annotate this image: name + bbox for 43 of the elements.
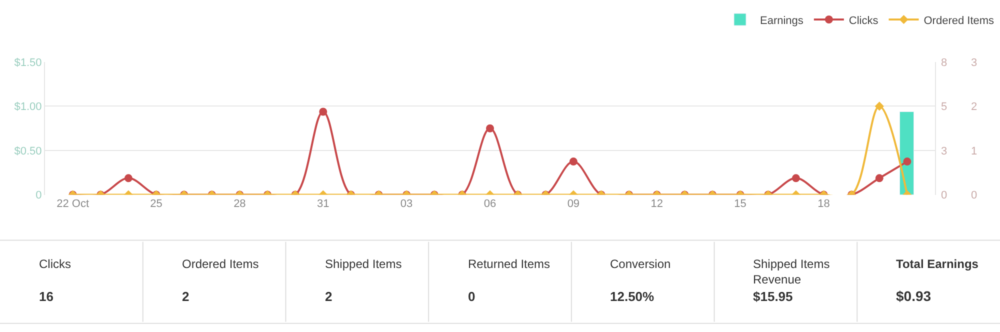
text: 12.50% — [610, 289, 655, 304]
text: Clicks — [39, 257, 71, 271]
point — [569, 158, 578, 166]
text: Shipped Items Revenue — [753, 257, 830, 287]
x-tick-label: 12 — [650, 198, 664, 210]
text: Returned Items — [468, 257, 550, 271]
x-tick-label: 09 — [567, 198, 580, 210]
text: $15.95 — [753, 289, 793, 304]
y3-tick-label: 1 — [971, 145, 978, 158]
text: Ordered Items — [182, 257, 259, 271]
text: Total Earnings — [896, 257, 979, 271]
x-tick-label: 25 — [150, 198, 162, 210]
y2-tick-label: 5 — [941, 101, 948, 114]
x-tick-label: 06 — [484, 198, 496, 210]
text: 16 — [39, 289, 54, 304]
x-tick-label: 18 — [818, 198, 830, 210]
text: 2 — [182, 289, 190, 304]
y2-tick-label: 8 — [941, 56, 948, 69]
legend-label: Clicks — [848, 14, 879, 27]
text: Shipped Items — [325, 257, 402, 271]
y-tick-label: 0 — [36, 190, 42, 202]
text: $0.93 — [896, 288, 932, 304]
point — [319, 108, 328, 116]
point — [903, 158, 912, 166]
text: Conversion — [610, 257, 671, 271]
y2-tick-label: 3 — [941, 145, 948, 158]
text: 2 — [325, 289, 332, 304]
y-tick-label: $1.00 — [14, 101, 42, 114]
legend-label: Earnings — [760, 14, 804, 27]
x-tick-label: 22 Oct — [56, 198, 90, 210]
y-tick-label: $0.50 — [14, 145, 42, 158]
legend-label: Ordered Items — [924, 14, 995, 27]
y-tick-label: $1.50 — [14, 56, 42, 69]
x-tick-label: 31 — [317, 198, 330, 210]
text: 0 — [468, 289, 476, 304]
y2-tick-label: 0 — [941, 190, 948, 202]
x-tick-label: 28 — [234, 198, 246, 210]
point — [486, 124, 494, 132]
y3-tick-label: 2 — [971, 101, 978, 114]
y3-tick-label: 0 — [971, 190, 978, 202]
x-tick-label: 15 — [734, 198, 746, 210]
y3-tick-label: 3 — [971, 56, 978, 69]
x-tick-label: 03 — [400, 198, 413, 210]
